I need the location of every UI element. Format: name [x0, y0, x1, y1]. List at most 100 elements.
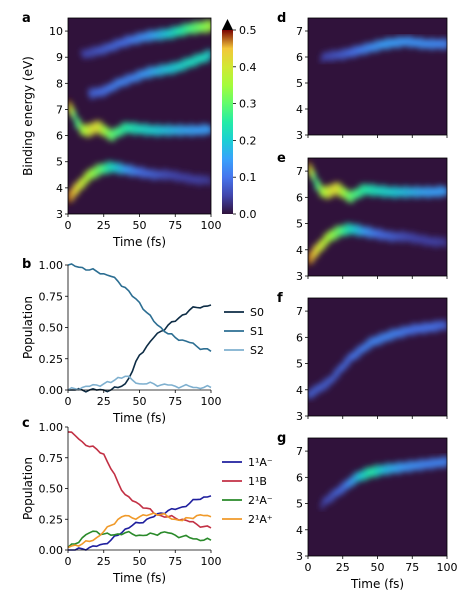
heat-cell: [345, 50, 349, 59]
heat-cell: [406, 326, 411, 335]
heat-cell: [397, 40, 402, 49]
heatmap-background: [308, 298, 447, 416]
heat-cell: [201, 54, 206, 64]
heat-cell: [98, 120, 103, 132]
x-tick-label: 0: [65, 219, 72, 232]
heat-cell: [124, 121, 128, 132]
heat-cell: [94, 164, 98, 175]
y-tick-label: 6: [296, 471, 303, 484]
heat-cell: [406, 35, 410, 45]
y-tick-label: 3: [296, 129, 303, 142]
heat-cell: [321, 186, 325, 198]
panel-c: c 1¹A⁻ 1¹B 2¹A⁻ 2¹A⁺ 0.00 0.25 0.50 0.75 1.00 0 25 5…: [21, 416, 273, 585]
y-tick-label: 3: [296, 550, 303, 563]
heat-cell: [189, 56, 193, 67]
heat-cell: [199, 22, 203, 33]
panel-letter: a: [22, 11, 31, 26]
heat-cell: [329, 491, 333, 500]
heat-cell: [408, 39, 412, 49]
y-tick-label: 6: [296, 191, 303, 204]
heat-cell: [206, 53, 210, 63]
heat-cell: [199, 123, 203, 133]
heat-cell: [402, 189, 406, 199]
heat-cell: [88, 88, 92, 97]
heat-cell: [335, 185, 340, 197]
heat-cell: [323, 378, 327, 387]
heat-cell: [369, 226, 373, 235]
heat-cell: [363, 183, 367, 193]
heat-cell: [372, 44, 377, 53]
heatmap-background: [308, 18, 447, 135]
heat-cell: [338, 365, 342, 373]
heat-cell: [118, 127, 122, 137]
heat-cell: [431, 187, 436, 197]
heat-cell: [329, 375, 333, 383]
heat-cell: [431, 37, 435, 47]
heat-cell: [323, 233, 327, 245]
heat-cell: [103, 84, 107, 93]
heat-cell: [340, 363, 344, 372]
heat-cell: [329, 186, 333, 198]
heat-cell: [431, 321, 436, 330]
heat-cell: [420, 458, 424, 467]
heat-cell: [352, 188, 356, 199]
heat-cell: [139, 125, 143, 135]
y-tick-label: 0.25: [39, 513, 64, 526]
heat-cell: [415, 323, 419, 332]
colorbar-tick-label: 0.1: [239, 171, 257, 184]
heat-cell: [373, 184, 377, 194]
heat-cell: [106, 43, 111, 52]
heat-cell: [189, 173, 193, 182]
heat-cell: [178, 123, 182, 133]
heat-cell: [149, 29, 153, 39]
heat-cell: [174, 64, 178, 74]
heat-cell: [365, 226, 369, 235]
heat-cell: [335, 229, 340, 240]
heat-cell: [133, 74, 137, 83]
heat-cell: [422, 40, 427, 50]
heat-cell: [131, 73, 135, 83]
heat-cell: [331, 374, 336, 383]
heat-cell: [373, 229, 377, 238]
x-tick-label: 75: [168, 555, 182, 568]
heat-cell: [358, 46, 362, 55]
heat-cell: [338, 182, 342, 194]
heat-cell: [415, 185, 419, 195]
panel-letter: g: [277, 431, 286, 446]
heat-cell: [404, 232, 408, 240]
heat-cell: [313, 173, 317, 184]
heat-cell: [191, 58, 195, 68]
heat-cell: [398, 234, 402, 243]
heat-cell: [322, 496, 326, 505]
y-axis-label: Population: [21, 296, 35, 359]
heat-cell: [184, 60, 188, 70]
x-tick-label: 100: [201, 219, 222, 232]
heat-cell: [159, 127, 163, 137]
heat-cell: [147, 33, 151, 43]
y-tick-label: 7: [296, 165, 303, 178]
heat-cell: [308, 250, 313, 263]
heat-cell: [98, 163, 103, 174]
heat-cell: [88, 122, 92, 134]
heat-cell: [104, 46, 108, 55]
heat-cell: [429, 41, 433, 51]
heat-cell: [423, 325, 427, 334]
heat-cell: [425, 322, 429, 331]
heat-cell: [325, 188, 329, 200]
series-line-1: [67, 263, 212, 352]
heat-cell: [175, 26, 179, 36]
heat-cell: [87, 48, 91, 56]
colorbar-tick-label: 0.3: [239, 98, 257, 111]
heat-cell: [156, 170, 161, 179]
heat-cell: [375, 228, 379, 237]
heat-cell: [111, 131, 116, 142]
heat-cell: [358, 471, 362, 481]
heat-cell: [408, 235, 413, 243]
y-tick-label: 0.00: [39, 544, 64, 557]
heat-cell: [195, 126, 199, 135]
heat-cell: [413, 236, 417, 245]
y-tick-label: 0.25: [39, 353, 64, 366]
legend-label: S1: [250, 325, 264, 338]
x-tick-label: 75: [168, 219, 182, 232]
y-tick-label: 0.75: [39, 452, 64, 465]
